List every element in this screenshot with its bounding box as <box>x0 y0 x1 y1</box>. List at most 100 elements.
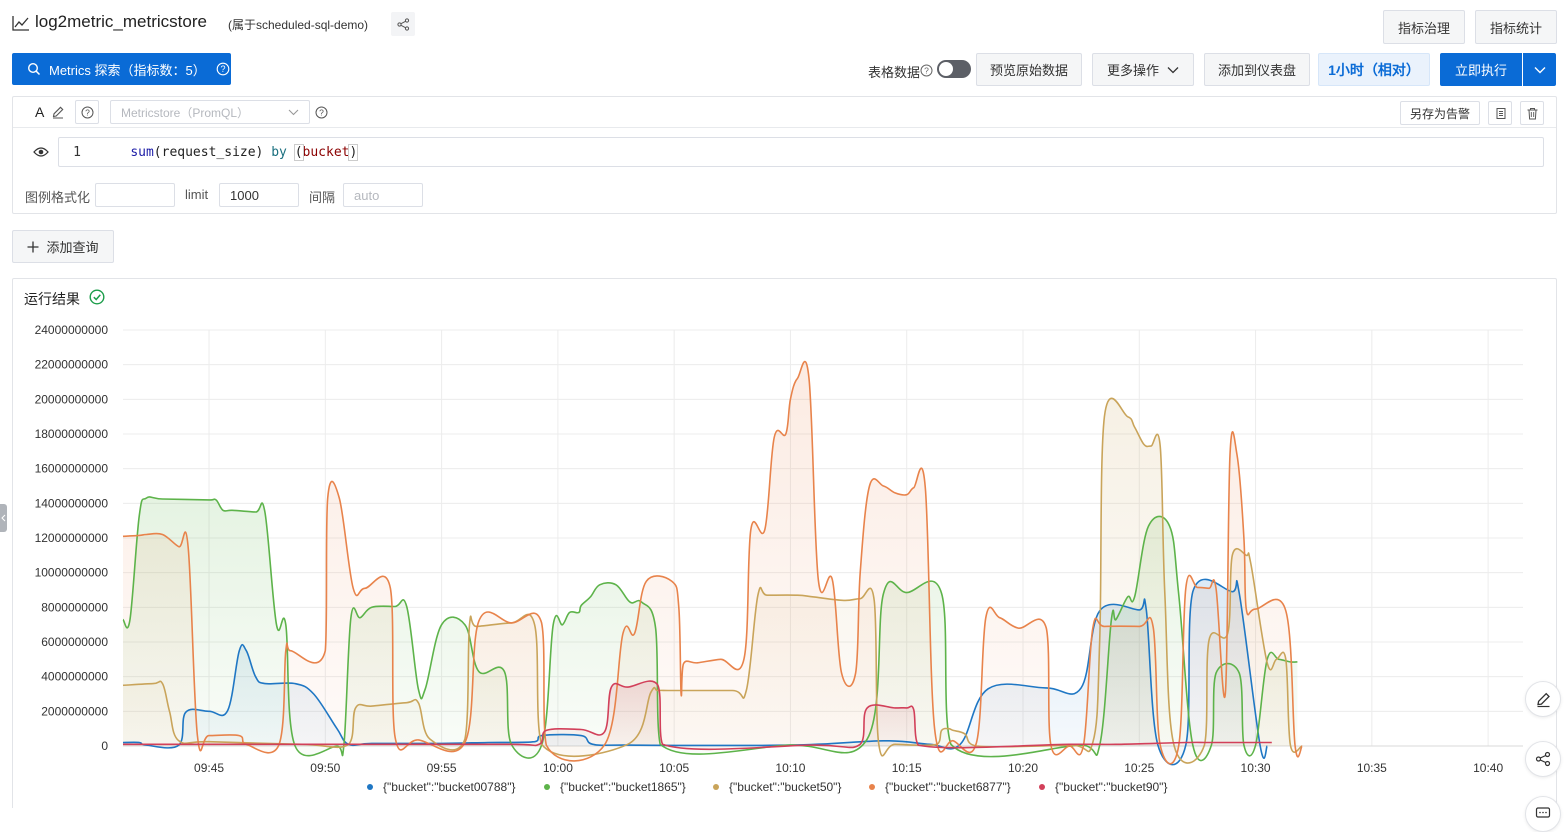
edit-floating-button[interactable] <box>1525 681 1561 717</box>
x-tick-label: 10:25 <box>1124 761 1154 775</box>
copy-icon <box>1496 107 1505 119</box>
x-tick-label: 10:40 <box>1473 761 1503 775</box>
legend-item: {"bucket":"bucket00788"} <box>383 780 515 794</box>
add-query-button[interactable]: 添加查询 <box>12 230 114 263</box>
metric-stats-button[interactable]: 指标统计 <box>1475 10 1557 44</box>
result-panel <box>12 278 1557 808</box>
line-number: 1 <box>73 144 81 160</box>
legend-item: {"bucket":"bucket1865"} <box>560 780 686 794</box>
query-panel <box>12 96 1557 214</box>
help-icon: ? <box>81 106 93 118</box>
code-paren: ) <box>255 144 264 160</box>
edit-icon <box>1536 692 1550 707</box>
preview-raw-data-button[interactable]: 预览原始数据 <box>976 53 1082 86</box>
more-actions-button[interactable]: 更多操作 <box>1092 53 1194 86</box>
svg-text:?: ? <box>220 64 225 74</box>
y-tick-label: 24000000000 <box>35 323 109 337</box>
help-icon: ? <box>216 62 230 76</box>
page-header: log2metric_metricstore (属于scheduled-sql-… <box>0 0 1568 48</box>
datasource-select-placeholder: Metricstore（PromQL） <box>121 105 250 120</box>
metric-governance-button[interactable]: 指标治理 <box>1383 10 1465 44</box>
line-chart-icon <box>12 16 29 31</box>
legend-marker <box>544 784 550 790</box>
series-line <box>122 578 1268 766</box>
trash-icon <box>1527 107 1537 119</box>
code-paren: ( <box>293 143 304 161</box>
y-tick-label: 12000000000 <box>35 531 109 545</box>
add-to-dashboard-button[interactable]: 添加到仪表盘 <box>1204 53 1310 86</box>
legend-marker <box>713 784 719 790</box>
plus-icon <box>27 241 39 252</box>
y-tick-label: 14000000000 <box>35 496 109 510</box>
metrics-explore-label: Metrics 探索（指标数：5） <box>49 62 206 78</box>
save-as-alert-button[interactable]: 另存为告警 <box>1400 101 1480 125</box>
help-icon: ? <box>920 64 933 77</box>
result-title: 运行结果 <box>24 291 80 307</box>
chat-icon <box>1535 807 1551 818</box>
chevron-left-icon <box>1 514 6 522</box>
interval-label: 间隔 <box>309 190 336 205</box>
legend-marker <box>367 784 373 790</box>
query-help-button[interactable]: ? <box>75 100 99 124</box>
x-tick-label: 10:30 <box>1241 761 1271 775</box>
eye-icon <box>33 147 49 157</box>
x-tick-label: 09:45 <box>194 761 224 775</box>
time-range-picker[interactable]: 1小时（相对） <box>1318 53 1430 86</box>
y-tick-label: 8000000000 <box>41 600 108 614</box>
share-link-button[interactable] <box>391 12 415 36</box>
toggle-knob <box>939 62 953 76</box>
legend-marker <box>1039 784 1045 790</box>
delete-query-button[interactable] <box>1520 101 1544 125</box>
y-tick-label: 20000000000 <box>35 392 109 406</box>
project-subtitle: (属于scheduled-sql-demo) <box>228 18 369 32</box>
series-area <box>123 361 1303 764</box>
run-now-button[interactable]: 立即执行 <box>1440 53 1522 86</box>
share-icon <box>1535 751 1551 767</box>
series-line <box>123 680 1272 751</box>
query-code: sum(request_size) by (bucket) <box>99 130 359 175</box>
legend-item: {"bucket":"bucket90"} <box>1055 780 1167 794</box>
interval-input[interactable]: auto <box>343 183 423 207</box>
share-icon <box>396 17 409 31</box>
table-data-toggle[interactable] <box>937 60 971 78</box>
x-tick-label: 10:15 <box>892 761 922 775</box>
query-panel-header <box>13 97 1556 128</box>
query-editor[interactable]: 1 sum(request_size) by (bucket) <box>58 137 1544 167</box>
more-actions-label: 更多操作 <box>1106 63 1159 78</box>
query-mode-letter: A <box>35 104 45 120</box>
metrics-explore-button[interactable]: Metrics 探索（指标数：5） ? <box>12 53 231 85</box>
legend-item: {"bucket":"bucket6877"} <box>885 780 1011 794</box>
legend-format-input[interactable] <box>95 183 175 207</box>
code-function: sum <box>130 144 154 160</box>
y-tick-label: 18000000000 <box>35 427 109 441</box>
chat-floating-button[interactable] <box>1525 796 1561 832</box>
legend-format-label: 图例格式化 <box>25 190 91 205</box>
run-options-dropdown[interactable] <box>1523 53 1556 86</box>
series-line <box>122 397 1303 764</box>
copy-query-button[interactable] <box>1488 101 1512 125</box>
legend-marker <box>869 784 875 790</box>
y-tick-label: 16000000000 <box>35 462 109 476</box>
limit-input[interactable]: 1000 <box>219 183 299 207</box>
add-query-label: 添加查询 <box>46 240 99 255</box>
query-visibility-button[interactable] <box>26 137 56 167</box>
code-paren: ( <box>153 144 162 160</box>
x-tick-label: 10:10 <box>775 761 805 775</box>
code-keyword: by <box>271 144 287 160</box>
y-tick-label: 0 <box>101 739 108 753</box>
y-tick-label: 4000000000 <box>41 670 108 684</box>
share-floating-button[interactable] <box>1525 741 1561 777</box>
x-tick-label: 10:05 <box>659 761 689 775</box>
y-tick-label: 22000000000 <box>35 358 109 372</box>
svg-text:?: ? <box>924 66 929 76</box>
chevron-down-icon <box>1534 66 1545 73</box>
metrics-chart: 24000000000 22000000000 20000000000 1800000… <box>35 323 1523 794</box>
x-tick-label: 09:55 <box>427 761 457 775</box>
edit-icon[interactable] <box>51 105 65 119</box>
svg-text:?: ? <box>85 107 90 117</box>
interval-placeholder: auto <box>354 187 380 203</box>
x-tick-label: 10:20 <box>1008 761 1038 775</box>
sidebar-collapse-handle[interactable] <box>0 504 7 532</box>
limit-label: limit <box>185 187 209 202</box>
datasource-select[interactable]: Metricstore（PromQL） <box>110 100 310 124</box>
